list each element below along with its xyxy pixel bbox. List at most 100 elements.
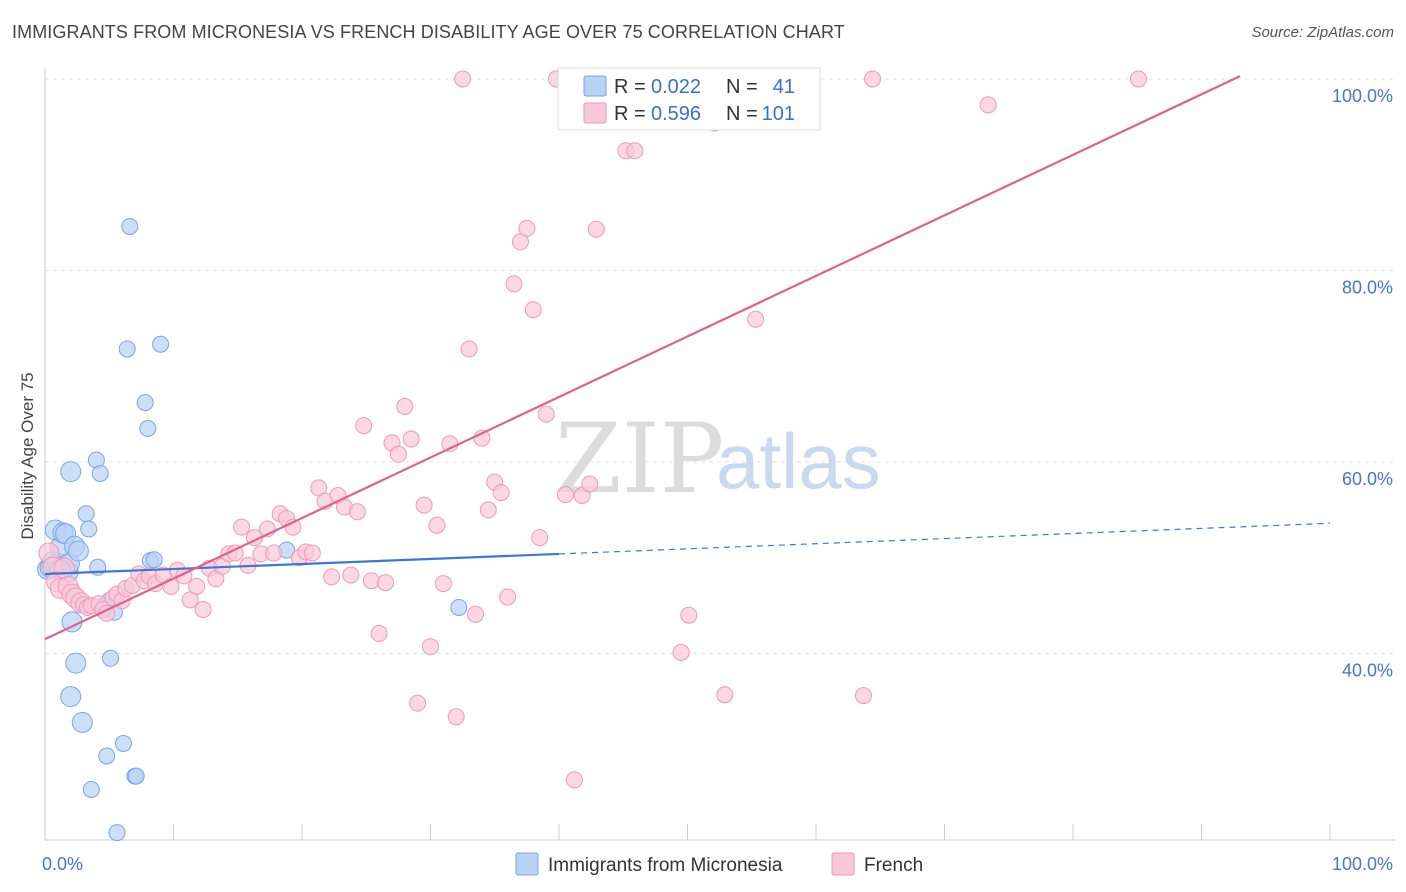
point-french-4 <box>53 557 75 579</box>
point-french-36 <box>233 518 251 536</box>
point-french-63 <box>409 694 427 712</box>
point-micronesia-16 <box>77 505 95 523</box>
watermark-atlas: atlas <box>716 417 881 505</box>
point-micronesia-32 <box>139 420 157 437</box>
bottom-legend-swatch-french <box>831 852 855 876</box>
point-french-85 <box>556 486 574 504</box>
point-micronesia-27 <box>118 340 136 358</box>
point-french-67 <box>434 575 452 593</box>
point-french-80 <box>518 219 536 237</box>
bottom-legend-label-french: French <box>864 855 923 876</box>
point-micronesia-39 <box>108 824 126 842</box>
point-micronesia-20 <box>91 465 109 482</box>
point-french-56 <box>362 572 380 590</box>
point-french-62 <box>402 430 420 448</box>
point-micronesia-17 <box>80 520 98 538</box>
point-french-53 <box>342 566 360 584</box>
legend-n-value-french: 101 <box>762 103 795 125</box>
point-french-88 <box>581 475 599 493</box>
point-french-71 <box>460 340 478 358</box>
y-tick-label-0: 40.0% <box>1342 661 1393 681</box>
x-tick-label-0: 0.0% <box>42 854 83 874</box>
point-french-30 <box>194 601 212 618</box>
legend-r-label-french: R = <box>614 103 646 125</box>
point-french-89 <box>587 220 605 238</box>
point-french-83 <box>537 405 555 423</box>
trend-layer <box>44 75 1331 641</box>
y-tick-label-3: 100.0% <box>1332 86 1393 106</box>
top-legend: R = 0.022 N = 41 R = 0.596 N = 101 <box>557 67 821 131</box>
trend-line-french <box>44 75 1241 641</box>
point-french-65 <box>422 638 439 656</box>
point-micronesia-38 <box>82 781 100 798</box>
point-french-102 <box>864 70 881 88</box>
point-micronesia-15 <box>71 711 93 733</box>
bottom-legend: Immigrants from Micronesia French <box>515 852 923 876</box>
point-french-97 <box>680 606 698 624</box>
point-micronesia-34 <box>145 551 163 569</box>
trend-line-dashed-micronesia <box>558 522 1331 555</box>
point-french-82 <box>531 529 549 547</box>
point-french-55 <box>355 417 373 435</box>
point-french-96 <box>672 644 690 661</box>
tick-labels: 40.0% 60.0% 80.0% 100.0% 0.0% 100.0% <box>42 86 1393 874</box>
watermark: ZIP atlas <box>555 403 881 515</box>
point-french-60 <box>389 445 407 463</box>
y-tick-label-2: 80.0% <box>1342 278 1393 298</box>
point-micronesia-41 <box>450 599 468 616</box>
bottom-legend-swatch-micronesia <box>515 852 539 876</box>
point-french-70 <box>454 70 472 88</box>
legend-n-value-micronesia: 41 <box>773 76 795 98</box>
point-french-101 <box>855 687 872 705</box>
legend-r-value-micronesia: 0.022 <box>651 76 701 98</box>
point-french-74 <box>479 501 497 519</box>
point-french-76 <box>492 484 510 502</box>
point-french-86 <box>565 771 583 789</box>
chart-title: IMMIGRANTS FROM MICRONESIA VS FRENCH DIS… <box>12 22 845 42</box>
point-french-104 <box>1130 70 1147 88</box>
legend-r-label-micronesia: R = <box>614 76 646 98</box>
legend-swatch-micronesia <box>583 75 607 97</box>
point-french-100 <box>747 310 765 328</box>
point-french-93 <box>626 142 644 160</box>
point-french-78 <box>505 275 523 293</box>
bottom-legend-label-micronesia: Immigrants from Micronesia <box>548 855 783 876</box>
x-tick-label-1: 100.0% <box>1332 854 1393 874</box>
point-micronesia-36 <box>60 686 82 708</box>
point-french-54 <box>348 503 366 521</box>
legend-n-label-french: N = <box>726 103 758 125</box>
point-micronesia-28 <box>121 218 139 235</box>
trend-line-micronesia <box>44 552 560 576</box>
point-micronesia-13 <box>65 652 87 674</box>
point-french-77 <box>499 588 517 606</box>
y-axis-title: Disability Age Over 75 <box>18 372 37 539</box>
point-french-41 <box>265 544 283 562</box>
point-micronesia-26 <box>114 735 132 752</box>
point-micronesia-31 <box>136 394 154 412</box>
point-micronesia-10 <box>60 461 82 483</box>
point-micronesia-35 <box>152 335 170 353</box>
point-french-47 <box>303 544 321 562</box>
axes <box>44 68 1395 841</box>
y-tick-label-1: 60.0% <box>1342 469 1393 489</box>
legend-n-label-micronesia: N = <box>726 76 758 98</box>
point-french-99 <box>716 686 734 704</box>
point-french-64 <box>415 496 433 514</box>
point-french-57 <box>370 624 388 642</box>
point-micronesia-24 <box>102 649 119 667</box>
point-french-61 <box>396 398 414 415</box>
point-french-81 <box>524 301 542 319</box>
point-french-29 <box>188 578 206 595</box>
point-french-50 <box>323 568 341 586</box>
point-french-66 <box>428 516 446 534</box>
point-french-58 <box>377 574 394 592</box>
point-french-72 <box>467 605 484 623</box>
legend-swatch-french <box>583 102 607 124</box>
point-micronesia-22 <box>98 747 116 765</box>
legend-r-value-french: 0.596 <box>651 103 701 125</box>
point-french-69 <box>447 708 465 726</box>
point-micronesia-14 <box>67 540 89 562</box>
chart-source: Source: ZipAtlas.com <box>1251 24 1394 41</box>
